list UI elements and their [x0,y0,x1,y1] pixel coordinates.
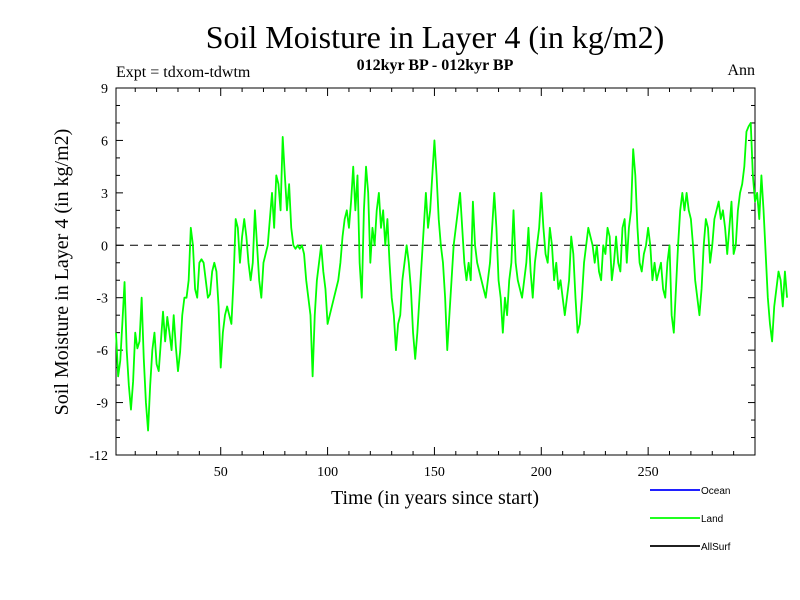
y-tick-label: -3 [96,292,108,307]
series-line-land [115,122,788,432]
x-tick-label: 100 [317,465,338,480]
plot-frame [115,87,756,456]
chart-subtitle: 012kyr BP - 012kyr BP [357,57,514,74]
y-tick-label: 6 [101,134,108,149]
y-tick-label: -9 [96,397,108,412]
x-axis-label: Time (in years since start) [331,487,539,509]
x-tick-label: 150 [424,465,445,480]
x-tick-label: 50 [214,465,228,480]
axis-tick-labels: -12 -9 -6 -3 0 3 6 9 50 100 150 200 250 [89,82,658,480]
chart-title: Soil Moisture in Layer 4 (in kg/m2) [206,19,665,55]
legend-label-land: Land [701,514,723,525]
y-tick-label: -6 [96,344,108,359]
x-tick-label: 250 [638,465,659,480]
period-label: Ann [727,62,755,79]
y-tick-label: 0 [101,239,108,254]
legend-label-ocean: Ocean [701,486,730,497]
axis-ticks [116,87,755,456]
y-tick-label: 9 [101,82,108,97]
y-tick-label: 3 [101,187,108,202]
x-tick-label: 200 [531,465,552,480]
legend: Ocean Land AllSurf [650,486,731,553]
experiment-label: Expt = tdxom-tdwtm [116,64,251,81]
y-axis-label: Soil Moisture in Layer 4 (in kg/m2) [51,129,73,416]
y-tick-label: -12 [89,449,108,464]
legend-label-allsurf: AllSurf [701,542,731,553]
